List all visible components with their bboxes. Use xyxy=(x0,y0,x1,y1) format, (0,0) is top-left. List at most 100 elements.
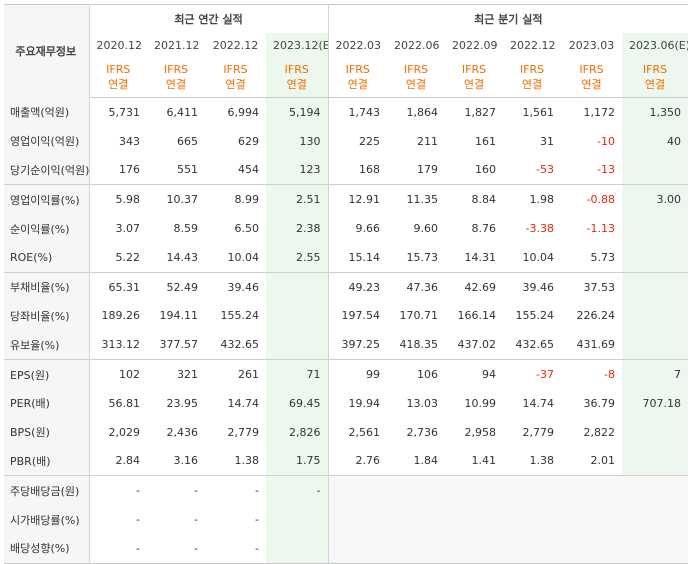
value-cell: 39.46 xyxy=(205,271,266,302)
period-date-estimate: 2023.12(E) xyxy=(266,33,329,57)
table-row: 시가배당률(%) - - - xyxy=(4,505,689,534)
value-cell: 49.23 xyxy=(327,271,388,302)
value-cell: 5,731 xyxy=(88,97,147,127)
value-cell: - xyxy=(88,505,147,534)
value-cell xyxy=(622,417,689,447)
value-cell xyxy=(622,533,689,564)
ifrs-label: IFRS xyxy=(642,63,668,76)
period-date-estimate: 2023.06(E) xyxy=(622,33,689,57)
value-cell: 2.51 xyxy=(266,184,329,215)
value-cell xyxy=(327,475,388,506)
value-cell: - xyxy=(255,513,259,527)
consolidation-label: 연결 xyxy=(286,78,307,91)
annual-results-title: 최근 연간 실적 xyxy=(88,4,329,33)
row-label: 영업이익(억원) xyxy=(4,126,90,156)
value-cell: 19.94 xyxy=(327,388,388,418)
value-cell xyxy=(387,475,446,506)
value-cell: 1,827 xyxy=(464,105,497,119)
value-cell: 5,194 xyxy=(266,97,329,127)
value-cell: 176 xyxy=(88,155,147,185)
quarterly-results-title: 최근 분기 실적 xyxy=(327,4,689,33)
value-cell: 123 xyxy=(266,155,329,185)
value-cell: - xyxy=(266,475,329,506)
value-cell xyxy=(622,155,689,185)
value-cell: 10.04 xyxy=(522,250,555,264)
value-cell: 179 xyxy=(417,163,439,177)
ifrs-label: IFRS xyxy=(403,63,429,76)
period-date: 2021.12 xyxy=(154,38,200,52)
value-cell xyxy=(387,505,446,534)
table-row: ROE(%) 5.22 14.43 10.04 2.55 15.14 15.73 14.31 1… xyxy=(4,242,689,273)
consolidation-label: 연결 xyxy=(521,78,543,91)
value-cell: 5.22 xyxy=(88,242,147,273)
row-label: 당좌비율(%) xyxy=(4,301,90,331)
value-cell: 397.25 xyxy=(327,330,388,360)
value-cell xyxy=(387,533,446,564)
value-cell: 102 xyxy=(88,359,147,389)
value-cell: 2,436 xyxy=(166,425,199,439)
value-cell xyxy=(445,475,504,506)
consolidation-label: 연결 xyxy=(225,78,246,91)
value-cell: 39.46 xyxy=(503,271,562,302)
value-cell: 8.84 xyxy=(445,184,504,215)
period-date: 2020.12 xyxy=(88,33,147,57)
value-cell: 5.73 xyxy=(590,250,616,264)
value-cell xyxy=(266,330,329,360)
value-cell xyxy=(266,505,329,534)
value-cell: 52.49 xyxy=(147,271,205,302)
value-cell: 321 xyxy=(147,359,205,389)
row-label: ROE(%) xyxy=(4,242,90,273)
value-cell: 11.35 xyxy=(387,184,446,215)
table-row: 영업이익률(%) 5.98 10.37 8.99 2.51 12.91 11.35 8.84 1… xyxy=(4,184,689,215)
value-cell: 14.43 xyxy=(166,250,199,264)
value-cell: 15.73 xyxy=(406,250,439,264)
table-row: 당좌비율(%) 189.26 194.11 155.24 197.54 170.71 166… xyxy=(4,301,689,331)
ifrs-label: IFRS xyxy=(461,63,487,76)
value-cell xyxy=(445,505,504,534)
row-label-header: 주요재무정보 xyxy=(4,4,90,98)
row-label: 순이익률(%) xyxy=(4,214,90,243)
value-cell: -0.88 xyxy=(561,184,623,215)
value-cell: - xyxy=(88,475,147,506)
value-cell: 161 xyxy=(475,134,497,148)
value-cell: 130 xyxy=(266,126,329,156)
value-cell xyxy=(622,505,689,534)
value-cell: 211 xyxy=(417,134,439,148)
accounting-standard-cell: IFRS 연결 xyxy=(147,57,205,98)
value-cell xyxy=(266,533,329,564)
accounting-standard-cell: IFRS 연결 xyxy=(205,57,266,98)
value-cell: 10.04 xyxy=(227,250,260,264)
value-cell: 194.11 xyxy=(159,309,199,323)
value-cell: 225 xyxy=(327,126,388,156)
value-cell xyxy=(622,446,689,476)
table-row: 매출액(억원) 5,731 6,411 6,994 5,194 1,743 1,864 1,8… xyxy=(4,97,689,127)
value-cell: 2,736 xyxy=(406,425,439,439)
value-cell: 6,411 xyxy=(166,105,199,119)
period-date: 2022.09 xyxy=(452,38,498,52)
period-date: 2022.12 xyxy=(510,38,556,52)
accounting-standard-cell: IFRS 연결 xyxy=(327,57,388,98)
value-cell: 14.74 xyxy=(227,396,260,410)
value-cell: 14.31 xyxy=(464,250,497,264)
ifrs-label: IFRS xyxy=(284,63,309,76)
value-cell: 13.03 xyxy=(406,396,439,410)
value-cell: 2,958 xyxy=(464,425,497,439)
consolidation-label: 연결 xyxy=(347,78,368,91)
value-cell: 69.45 xyxy=(266,388,329,418)
row-label: PER(배) xyxy=(4,388,90,418)
period-date: 2023.03 xyxy=(568,38,615,52)
ifrs-label: IFRS xyxy=(345,63,370,76)
table-row: PER(배) 56.81 23.95 14.74 69.45 19.94 13.03 10.9… xyxy=(4,388,689,418)
consolidation-label: 연결 xyxy=(108,78,129,91)
value-cell: 1.38 xyxy=(529,454,555,468)
row-label: BPS(원) xyxy=(4,417,90,447)
value-cell: 8.59 xyxy=(173,222,199,236)
table-row: 주당배당금(원) - - - - xyxy=(4,475,689,506)
value-cell: 1,743 xyxy=(327,97,388,127)
value-cell: 23.95 xyxy=(166,396,199,410)
row-label: 시가배당률(%) xyxy=(4,505,90,534)
value-cell xyxy=(622,271,689,302)
value-cell xyxy=(503,505,562,534)
row-label: 주당배당금(원) xyxy=(4,475,90,506)
value-cell: 14.74 xyxy=(522,396,555,410)
